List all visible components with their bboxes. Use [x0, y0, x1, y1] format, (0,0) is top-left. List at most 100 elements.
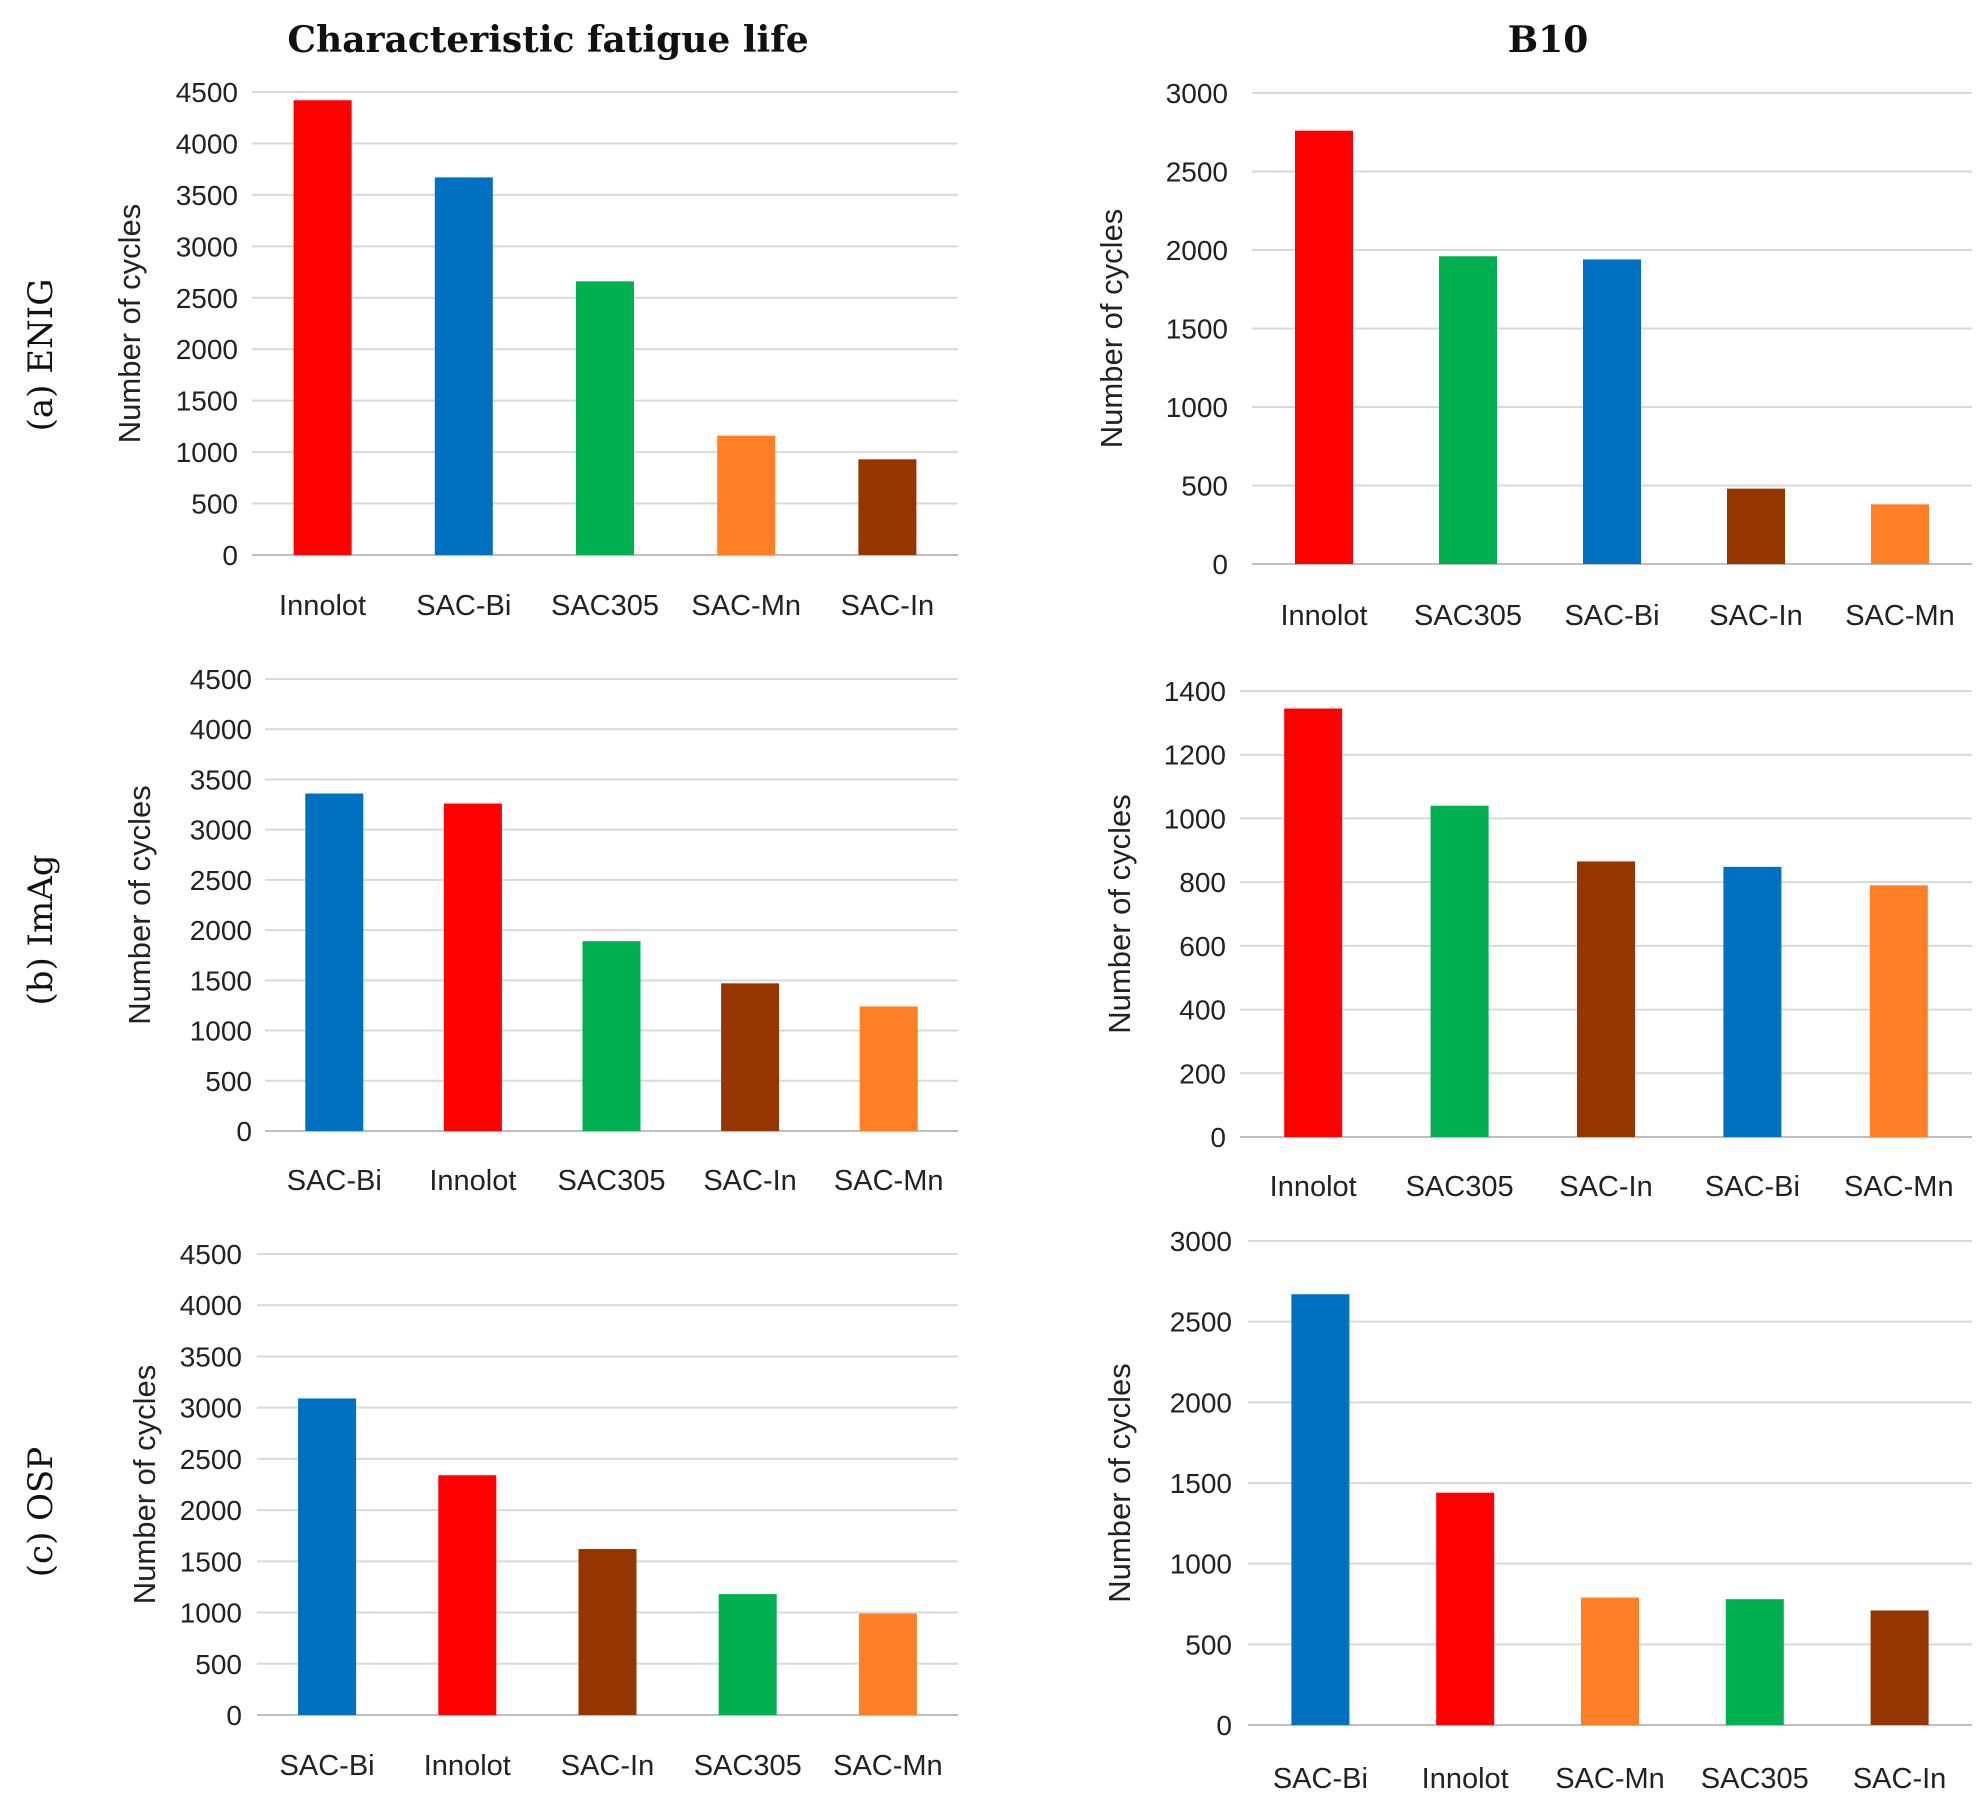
bar-sac-in [721, 983, 780, 1131]
bar-innolot [1436, 1492, 1495, 1725]
y-tick-label: 500 [1185, 1629, 1232, 1660]
bar-sac-in [1577, 861, 1635, 1137]
y-tick-label: 1000 [190, 1016, 252, 1047]
bar-sac-mn [717, 435, 776, 555]
y-tick-label: 3000 [1170, 1226, 1232, 1257]
x-category-label: SAC-In [1559, 1171, 1652, 1203]
y-tick-label: 1500 [1170, 1468, 1232, 1499]
x-category-label: SAC305 [1701, 1763, 1809, 1795]
y-tick-label: 400 [1179, 995, 1226, 1026]
y-tick-label: 1000 [176, 437, 238, 468]
y-tick-label: 1500 [176, 386, 238, 417]
column-title-characteristic: Characteristic fatigue life [287, 19, 808, 61]
y-axis-label: Number of cycles [1094, 209, 1129, 448]
x-category-label: SAC305 [1406, 1171, 1514, 1203]
x-category-label: SAC-Mn [691, 590, 801, 622]
bar-sac305 [582, 941, 641, 1131]
y-tick-label: 2000 [176, 334, 238, 365]
x-category-label: Innolot [429, 1165, 516, 1197]
bar-sac-in [1727, 488, 1785, 564]
y-tick-label: 1000 [1166, 392, 1228, 423]
x-category-label: SAC-In [561, 1750, 654, 1782]
x-category-label: SAC-Mn [834, 1165, 944, 1197]
y-tick-label: 3500 [180, 1341, 242, 1372]
x-category-label: Innolot [1422, 1763, 1509, 1795]
charts-container: 050010001500200025003000350040004500Numb… [112, 77, 1972, 1795]
bar-chart-6: 0 500 1000 1500 2000 2500 3000 Number of cycles… [1102, 1226, 1972, 1795]
x-category-label: SAC-Bi [1564, 600, 1659, 632]
y-tick-label: 2000 [1166, 235, 1228, 266]
y-tick-label: 1000 [1170, 1549, 1232, 1580]
y-tick-label: 3000 [180, 1393, 242, 1424]
column-title-b10: B10 [1508, 19, 1589, 61]
row-label-imag: (b) ImAg [21, 854, 61, 1005]
y-tick-label: 2000 [180, 1495, 242, 1526]
y-axis-label: Number of cycles [1102, 1363, 1137, 1602]
x-category-label: SAC-Bi [280, 1750, 375, 1782]
y-tick-label: 0 [1216, 1710, 1232, 1741]
y-tick-label: 4000 [190, 714, 252, 745]
bar-chart-2: 0 500 1000 1500 2000 2500 3000 Number of cycles… [1094, 78, 1972, 632]
bar-sac-mn [859, 1006, 918, 1131]
y-tick-label: 800 [1179, 867, 1226, 898]
y-tick-label: 4500 [190, 664, 252, 695]
bar-sac-mn [858, 1613, 917, 1715]
bar-sac-bi [1723, 866, 1782, 1137]
y-tick-label: 2500 [1170, 1307, 1232, 1338]
bar-sac305 [1439, 256, 1497, 564]
y-tick-label: 3500 [190, 764, 252, 795]
x-category-label: SAC305 [557, 1165, 665, 1197]
x-category-label: SAC-Mn [1845, 600, 1955, 632]
x-category-label: SAC-Bi [1273, 1763, 1368, 1795]
y-tick-label: 1500 [180, 1546, 242, 1577]
x-category-label: SAC-Bi [287, 1165, 382, 1197]
x-category-label: Innolot [1270, 1171, 1357, 1203]
y-tick-label: 3000 [190, 815, 252, 846]
bar-sac-bi [1291, 1294, 1350, 1725]
bar-sac-in [578, 1549, 637, 1715]
y-tick-label: 2500 [1166, 157, 1228, 188]
bar-chart-1: 0 500 1000 1500 2000 2500 3000 3500 4000 4500 Numb… [112, 77, 958, 622]
y-axis-label: Number of cycles [112, 204, 147, 443]
y-tick-label: 4500 [180, 1239, 242, 1270]
bar-innolot [1295, 130, 1353, 564]
x-category-label: SAC305 [1414, 600, 1522, 632]
bar-sac305 [1430, 805, 1489, 1137]
y-tick-label: 500 [1181, 471, 1228, 502]
y-tick-label: 2000 [1170, 1387, 1232, 1418]
y-tick-label: 0 [222, 540, 238, 571]
y-tick-label: 2500 [190, 865, 252, 896]
bar-sac305 [718, 1594, 777, 1715]
bar-sac-bi [1583, 259, 1641, 564]
bar-innolot [443, 803, 502, 1131]
x-category-label: SAC305 [694, 1750, 802, 1782]
y-tick-label: 3000 [176, 231, 238, 262]
bar-sac305 [576, 281, 634, 555]
x-category-label: SAC-Mn [833, 1750, 943, 1782]
y-tick-label: 4000 [180, 1290, 242, 1321]
y-tick-label: 0 [1212, 549, 1228, 580]
y-tick-label: 1000 [180, 1598, 242, 1629]
x-category-label: SAC-Mn [1555, 1763, 1665, 1795]
y-tick-label: 0 [1210, 1122, 1226, 1153]
row-label-osp: (c) OSP [21, 1447, 61, 1577]
y-tick-label: 1200 [1164, 740, 1226, 771]
x-category-label: SAC-Mn [1844, 1171, 1954, 1203]
y-tick-label: 1500 [1166, 314, 1228, 345]
y-axis-label: Number of cycles [1102, 794, 1137, 1033]
y-tick-label: 3000 [1166, 78, 1228, 109]
x-category-label: Innolot [424, 1750, 511, 1782]
bar-chart-5: 0 500 1000 1500 2000 2500 3000 3500 4000 4500 Numb… [127, 1239, 958, 1782]
x-category-label: SAC-In [703, 1165, 796, 1197]
row-label-enig: (a) ENIG [21, 279, 61, 432]
bar-sac-bi [298, 1398, 357, 1715]
y-tick-label: 1000 [1164, 803, 1226, 834]
y-tick-label: 500 [191, 489, 238, 520]
bar-sac-mn [1581, 1597, 1639, 1725]
bar-sac-mn [1871, 504, 1929, 564]
x-category-label: Innolot [1280, 600, 1367, 632]
bar-sac-in [858, 459, 917, 555]
y-tick-label: 500 [205, 1066, 252, 1097]
y-tick-label: 600 [1179, 931, 1226, 962]
